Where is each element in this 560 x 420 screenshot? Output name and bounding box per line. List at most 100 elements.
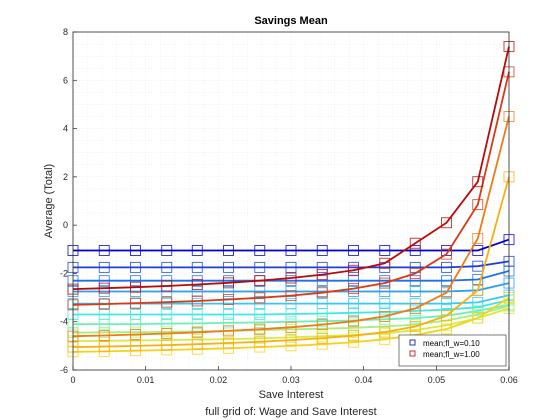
data-point-marker [223, 261, 234, 273]
data-point-marker [223, 337, 234, 349]
x-tick-label: 0.06 [500, 375, 518, 385]
data-point-marker [191, 338, 203, 350]
data-point-marker [191, 286, 203, 297]
data-point-marker [254, 316, 266, 328]
data-point-marker [130, 281, 141, 293]
data-point-marker [409, 275, 421, 287]
data-point-marker [223, 277, 234, 289]
data-point-marker [409, 245, 421, 256]
data-point-marker [472, 176, 484, 188]
series-line-12 [72, 71, 510, 306]
data-point-marker [254, 309, 266, 320]
data-point-marker [316, 338, 328, 350]
y-tick-label: -6 [60, 365, 68, 375]
data-point-marker [379, 333, 391, 345]
data-point-marker [98, 245, 110, 256]
data-point-marker [223, 286, 234, 297]
plot-area [67, 41, 515, 358]
series-line-6 [73, 303, 510, 326]
data-point-marker [472, 260, 484, 272]
data-point-marker [348, 245, 359, 256]
x-axis-label: Save Interest [259, 389, 324, 401]
series-line-10 [72, 176, 510, 348]
data-point-marker [161, 296, 173, 308]
data-point-marker [223, 317, 234, 329]
data-point-marker [191, 261, 203, 273]
x-tick-label: 0.01 [137, 375, 155, 385]
data-point-marker [130, 340, 141, 352]
series-line-8 [72, 307, 510, 342]
y-tick-label: 4 [63, 124, 68, 134]
data-point-marker [379, 286, 391, 297]
data-point-marker [379, 257, 391, 269]
data-point-marker [285, 272, 297, 284]
data-point-marker [316, 275, 328, 287]
x-tick-label: 0.04 [355, 375, 373, 385]
data-point-marker [254, 336, 266, 348]
data-point-marker [472, 284, 484, 296]
data-point-marker [409, 321, 421, 332]
data-point-marker [98, 341, 110, 353]
legend-marker-fl-w-100 [409, 350, 416, 357]
legend-box [398, 334, 507, 367]
data-point-marker [191, 295, 203, 307]
y-tick-label: 8 [63, 27, 68, 37]
data-point-marker [98, 330, 110, 341]
series-line-1 [73, 260, 510, 269]
series-line-7 [72, 305, 510, 334]
data-point-marker [348, 336, 359, 348]
data-point-marker [161, 245, 173, 256]
data-point-marker [161, 339, 173, 351]
data-point-marker [472, 232, 484, 244]
data-point-marker [348, 298, 359, 310]
data-point-marker [379, 277, 391, 289]
x-tick-label: 0 [70, 375, 75, 385]
data-point-marker [130, 245, 141, 256]
data-point-marker [98, 282, 110, 294]
y-axis-label: Average (Total) [43, 164, 55, 238]
data-point-marker [98, 261, 110, 273]
chart-title: Savings Mean [254, 15, 328, 27]
data-point-marker [316, 261, 328, 273]
data-point-marker [223, 294, 234, 305]
data-point-marker [191, 326, 203, 338]
data-point-marker [348, 264, 359, 276]
data-point-marker [254, 275, 266, 287]
data-point-marker [441, 275, 452, 287]
data-point-marker [379, 310, 391, 322]
data-point-marker [379, 326, 391, 338]
y-tick-label: 6 [63, 75, 68, 85]
data-point-marker [316, 269, 328, 281]
data-point-marker [441, 248, 452, 260]
data-point-marker [285, 290, 297, 302]
data-point-marker [409, 267, 421, 279]
data-point-marker [472, 274, 484, 285]
data-point-marker [441, 298, 452, 310]
data-point-marker [409, 286, 421, 297]
data-point-marker [348, 315, 359, 327]
data-point-marker [285, 321, 297, 333]
data-point-marker [285, 245, 297, 256]
data-point-marker [223, 245, 234, 256]
data-point-marker [379, 245, 391, 256]
legend-label-fl-w-100: mean;fl_w=1.00 [423, 350, 480, 359]
series-line-0 [73, 238, 510, 252]
data-point-marker [409, 237, 421, 249]
data-point-marker [441, 323, 452, 335]
series-line-3 [73, 282, 510, 293]
data-point-marker [130, 275, 141, 287]
data-point-marker [254, 286, 266, 297]
data-point-marker [130, 297, 141, 309]
tick-marks: 0 0.01 0.02 0.03 0.04 0.05 0.06 -6 -4 -2 0 2 4 6 8 [60, 27, 518, 385]
data-point-marker [379, 298, 391, 310]
data-point-marker [316, 245, 328, 256]
data-point-marker [409, 302, 421, 314]
data-point-marker [472, 199, 484, 211]
data-point-marker [285, 308, 297, 320]
data-point-marker [98, 298, 110, 310]
data-point-marker [316, 308, 328, 319]
series-line-5 [73, 299, 510, 316]
y-tick-label: -2 [60, 268, 68, 278]
data-point-marker [472, 245, 484, 256]
